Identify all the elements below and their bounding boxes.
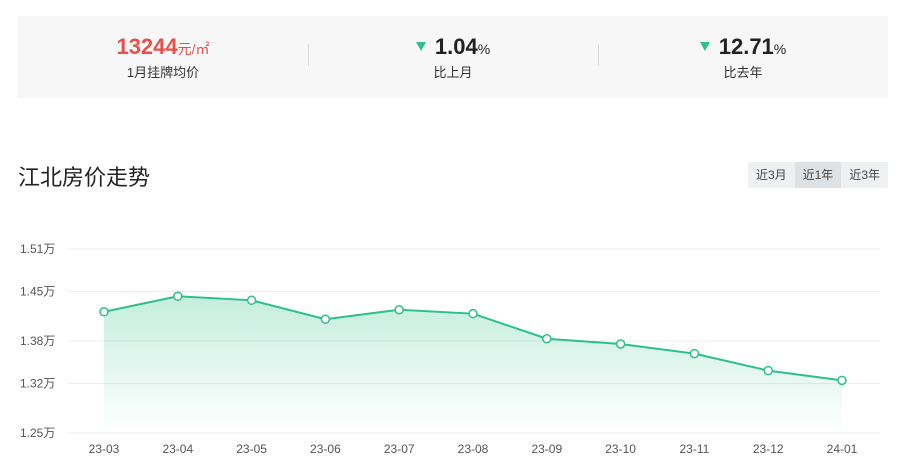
x-tick-label: 23-06 bbox=[310, 442, 341, 456]
data-point[interactable] bbox=[99, 307, 109, 317]
data-point[interactable] bbox=[173, 291, 183, 302]
data-point[interactable] bbox=[246, 295, 257, 306]
x-tick-label: 23-05 bbox=[236, 442, 267, 456]
stat-unit: 元/㎡ bbox=[177, 40, 210, 57]
y-tick-label: 1.32万 bbox=[20, 376, 55, 390]
stat-number: 12.71 bbox=[718, 33, 774, 59]
data-point[interactable] bbox=[320, 314, 331, 324]
data-point[interactable] bbox=[615, 339, 626, 349]
x-tick-label: 23-11 bbox=[679, 442, 709, 456]
tab-3-months[interactable]: 近3月 bbox=[755, 168, 787, 182]
y-tick-label: 1.45万 bbox=[20, 284, 55, 298]
stat-label: 1月挂牌均价 bbox=[126, 64, 200, 80]
stat-year-change: 12.71% 比去年 bbox=[598, 34, 888, 81]
x-tick-label: 24-01 bbox=[827, 442, 858, 456]
stats-bar: 13244元/㎡ 1月挂牌均价 1.04% 比上月 12.71% 比去年 bbox=[18, 16, 888, 98]
x-tick-label: 23-03 bbox=[89, 442, 120, 456]
stat-label: 比上月 bbox=[433, 64, 473, 80]
section-title: 江北房价走势 bbox=[18, 165, 151, 190]
stat-avg-price: 13244元/㎡ 1月挂牌均价 bbox=[18, 34, 308, 81]
tab-1-year[interactable]: 近1年 bbox=[794, 162, 842, 188]
data-point[interactable] bbox=[394, 304, 404, 315]
y-tick-label: 1.51万 bbox=[20, 242, 55, 256]
data-point[interactable] bbox=[837, 375, 847, 386]
stat-unit: % bbox=[773, 40, 787, 57]
y-tick-label: 1.25万 bbox=[20, 426, 55, 440]
x-tick-label: 23-10 bbox=[605, 442, 636, 456]
tab-3-years[interactable]: 近3年 bbox=[849, 168, 880, 182]
y-tick-label: 1.38万 bbox=[20, 334, 55, 348]
series-area bbox=[104, 296, 842, 433]
data-point[interactable] bbox=[689, 348, 700, 359]
range-tabs: 近3月 近1年 近3年 bbox=[747, 162, 888, 188]
stat-number: 1.04 bbox=[434, 33, 478, 59]
arrow-down-icon bbox=[415, 41, 426, 51]
data-point[interactable] bbox=[468, 308, 478, 319]
x-tick-label: 23-12 bbox=[753, 442, 784, 456]
price-trend-chart: 1.25万 1.32万 1.38万 1.45万 1.51万 23-03 23-04 23-0… bbox=[20, 242, 880, 456]
stat-number: 13244 bbox=[116, 33, 178, 59]
stat-value: 1.04% bbox=[308, 34, 598, 60]
stat-month-change: 1.04% 比上月 bbox=[308, 34, 598, 81]
x-tick-label: 23-08 bbox=[458, 442, 489, 456]
stat-unit: % bbox=[477, 40, 491, 57]
arrow-down-icon bbox=[699, 41, 710, 51]
x-tick-label: 23-07 bbox=[384, 442, 415, 456]
x-tick-label: 23-09 bbox=[531, 442, 562, 456]
x-tick-label: 23-04 bbox=[162, 442, 193, 456]
data-point[interactable] bbox=[542, 333, 552, 344]
stat-value: 12.71% bbox=[598, 34, 888, 60]
data-point[interactable] bbox=[763, 365, 773, 376]
stat-value: 13244元/㎡ bbox=[18, 34, 308, 60]
stat-label: 比去年 bbox=[723, 64, 763, 80]
